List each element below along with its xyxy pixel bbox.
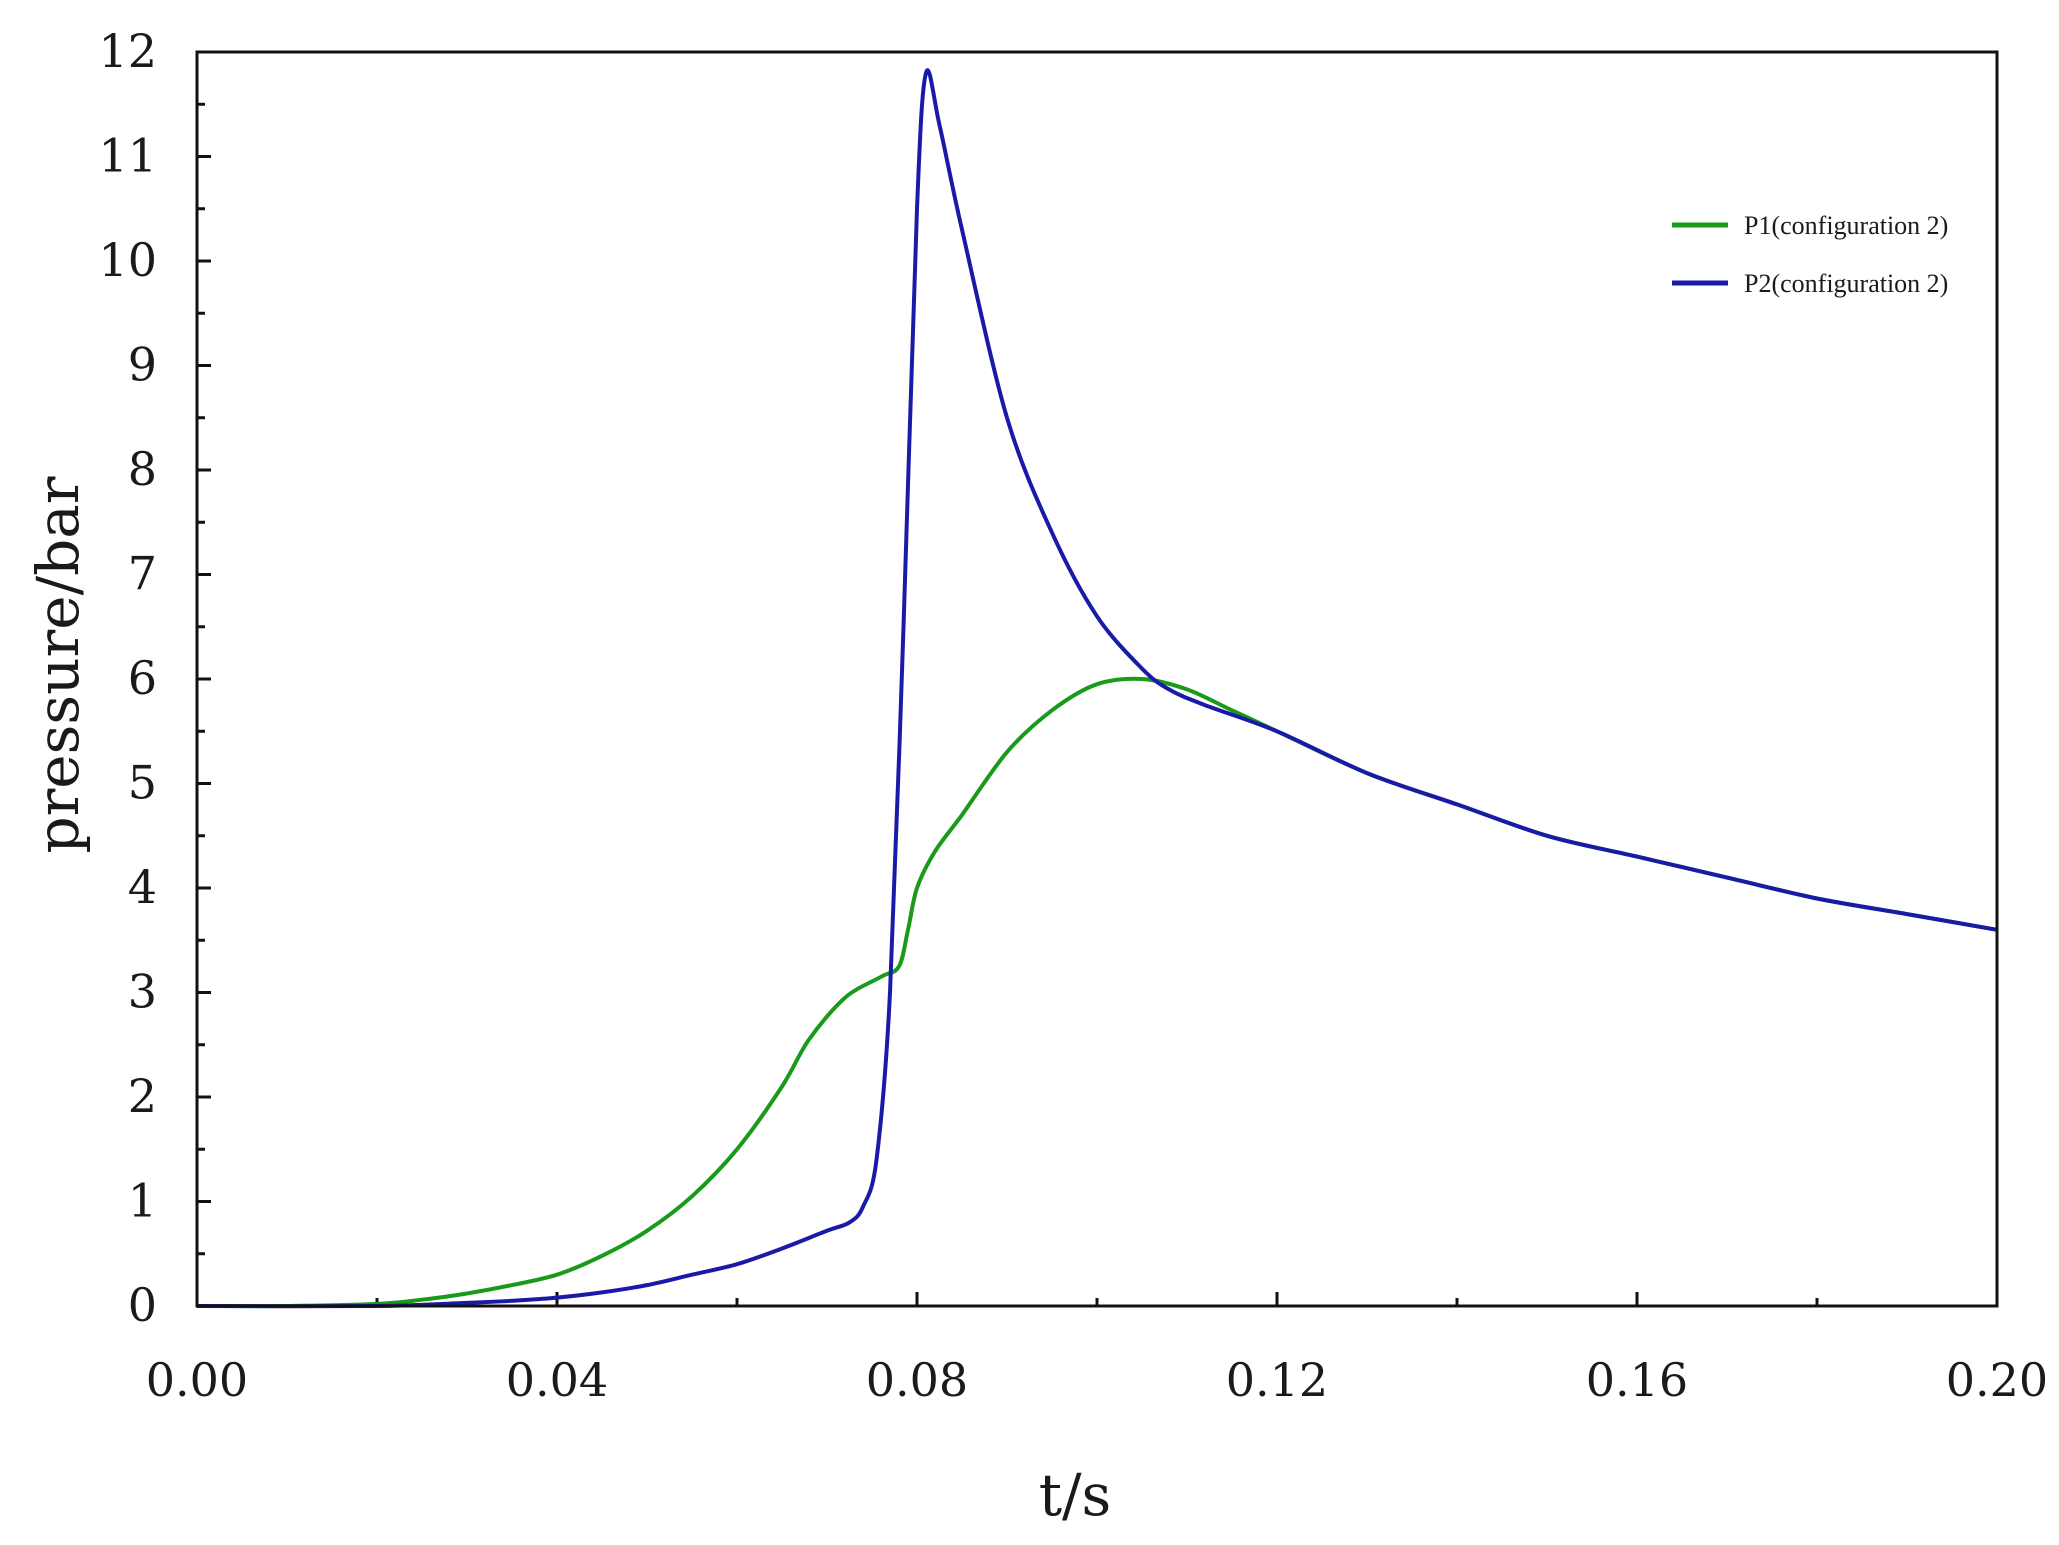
- x-tick-label: 0.20: [1946, 1353, 2048, 1407]
- y-tick-label: 5: [128, 756, 157, 810]
- y-tick-label: 12: [98, 24, 157, 78]
- x-tick-label: 0.08: [866, 1353, 968, 1407]
- y-tick-label: 3: [128, 965, 157, 1019]
- y-tick-label: 11: [98, 129, 157, 183]
- legend: P1(configuration 2) P2(configuration 2): [1672, 211, 1948, 298]
- x-tick-label: 0.16: [1586, 1353, 1688, 1407]
- series-line-p1: [196, 676, 1998, 1309]
- y-tick-label: 6: [128, 651, 157, 705]
- ticks-layer: [195, 50, 1999, 1308]
- y-tick-label: 4: [128, 860, 157, 914]
- y-tick-label: 7: [128, 547, 157, 601]
- y-tick-label: 10: [98, 233, 157, 287]
- y-tick-label: 9: [128, 338, 157, 392]
- legend-label-p2: P2(configuration 2): [1744, 269, 1948, 298]
- y-tick-label: 2: [128, 1069, 157, 1123]
- x-tick-label: 0.00: [146, 1353, 248, 1407]
- x-tick-label: 0.12: [1226, 1353, 1328, 1407]
- y-tick-label: 0: [128, 1278, 157, 1332]
- x-tick-label: 0.04: [506, 1353, 608, 1407]
- x-axis-title: t/s: [1039, 1461, 1112, 1529]
- plot-frame: [195, 50, 1999, 1308]
- series-line-p2: [196, 68, 1998, 1309]
- y-axis-title: pressure/bar: [24, 476, 92, 853]
- y-tick-label: 1: [128, 1174, 157, 1228]
- legend-label-p1: P1(configuration 2): [1744, 211, 1948, 240]
- y-tick-label: 8: [128, 442, 157, 496]
- series-layer: [196, 68, 1998, 1309]
